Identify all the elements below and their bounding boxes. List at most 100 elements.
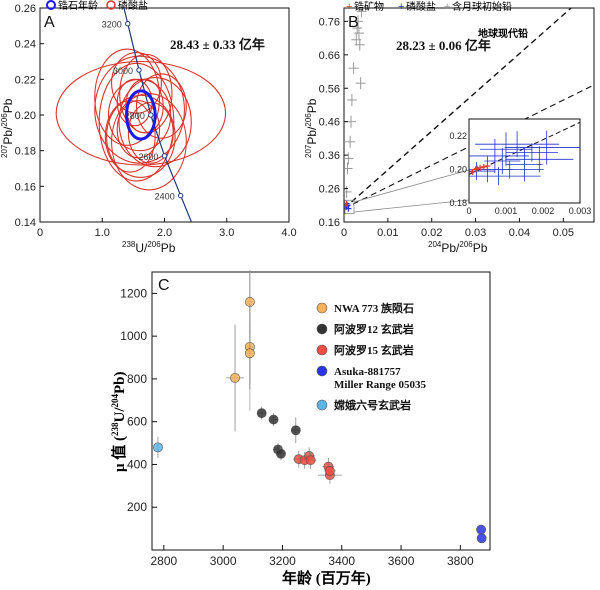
phosphate-ellipse-15 <box>111 52 162 114</box>
inset-x-tick-label-3: 0.003 <box>569 206 592 216</box>
legend-phosphate-label: 磷酸盐 <box>118 0 148 12</box>
concordia-age-label-2: 2800 <box>125 111 145 121</box>
c-x-tick-label-3: 3400 <box>328 554 355 568</box>
panel-a-age-annotation: 28.43 ± 0.33 亿年 <box>170 37 265 52</box>
b-x-tick-label-2: 0.02 <box>421 227 442 239</box>
c-x-tick-label-1: 3000 <box>210 554 237 568</box>
inset-y-tick-label-1: 0.20 <box>449 164 467 174</box>
panel-b-x-axis-title: 204Pb/206Pb <box>428 240 488 255</box>
a-y-tick-label-4: 0.22 <box>15 74 36 86</box>
phosphate-ellipse-3 <box>106 94 176 178</box>
panel-b-age-annotation: 28.23 ± 0.06 亿年 <box>396 38 491 53</box>
c-s1-point-4 <box>290 425 301 436</box>
inset-x-tick-label-0: 0 <box>466 206 471 216</box>
c-legend-label-0: NWA 773 族陨石 <box>334 301 414 315</box>
zoom-region-box <box>344 199 355 215</box>
c-s0-point-3 <box>244 348 255 359</box>
inset-y-tick-label-0: 0.18 <box>449 198 467 208</box>
panel-a-ellipse-layer: 3200 3000 2800 2600 2400 <box>55 8 227 222</box>
panel-b-y-axis-title: 207Pb/206Pb <box>304 98 319 158</box>
modern-lead-label: 地球现代铅 <box>478 27 528 40</box>
isochron-line <box>344 8 573 210</box>
panel-c-letter: C <box>158 277 170 294</box>
c-legend-label-1: 阿波罗12 玄武岩 <box>334 322 414 336</box>
panel-b-data-layer <box>344 0 594 215</box>
b-y-tick-label-3: 0.46 <box>319 117 340 129</box>
zoom-connector-bottom <box>353 199 470 213</box>
panel-c-frame <box>151 271 491 551</box>
phosphate-ellipse-6 <box>94 48 161 146</box>
c-legend-label-3-1: Miller Range 05035 <box>334 379 427 391</box>
concordia-age-marker-2 <box>148 112 154 118</box>
panel-a-frame <box>39 7 290 223</box>
isochron-line-lower <box>344 84 594 210</box>
a-y-tick-label-6: 0.26 <box>15 3 36 15</box>
panel-b-letter: B <box>348 14 359 31</box>
c-y-tick-label-3: 800 <box>127 372 147 386</box>
concordia-age-marker-1 <box>136 67 142 73</box>
a-y-tick-label-5: 0.24 <box>15 39 36 51</box>
b-y-tick-label-5: 0.66 <box>319 50 340 62</box>
panel-a: 3200 3000 2800 2600 2400 0 1.0 2.0 3.0 4.0 0.14 0.… <box>0 0 297 255</box>
a-x-tick-label-1: 1.0 <box>95 227 110 239</box>
inset-y-tick-label-2: 0.22 <box>449 131 467 141</box>
inset-x-tick-label-2: 0.002 <box>532 206 555 216</box>
panel-a-y-axis-title: 207Pb/206Pb <box>0 98 15 158</box>
b-x-tick-label-5: 0.05 <box>553 227 574 239</box>
c-x-tick-label-5: 3800 <box>447 554 474 568</box>
zircon-age-ellipse <box>125 89 157 141</box>
b-y-tick-label-2: 0.36 <box>319 150 340 162</box>
panel-c-y-axis-title: μ 值 (238U/204Pb) <box>110 371 128 472</box>
c-s2-point-3 <box>305 455 316 466</box>
c-legend-marker-0 <box>316 302 328 314</box>
zoom-connector-top <box>353 169 470 203</box>
panel-b-ticks: 0 0.01 0.02 0.03 0.04 0.05 0.16 0.26 0.36 0.46 0.5… <box>319 16 574 239</box>
panel-c-x-axis-title: 年龄 (百万年) <box>282 569 371 587</box>
panel-c-data-layer <box>153 269 487 544</box>
panel-a-x-axis-title: 238U/206Pb <box>122 240 176 255</box>
a-y-tick-label-1: 0.16 <box>15 181 36 193</box>
modern-lead-point <box>575 0 583 5</box>
b-x-tick-label-3: 0.03 <box>465 227 486 239</box>
phosphate-ellipse-10 <box>125 78 164 134</box>
b-y-tick-label-0: 0.16 <box>319 217 340 229</box>
phosphate-ellipse-8 <box>107 78 172 152</box>
a-y-tick-label-0: 0.14 <box>15 217 36 229</box>
concordia-age-label-4: 2400 <box>155 192 175 202</box>
phosphate-ellipse-5 <box>118 77 192 168</box>
c-y-tick-label-4: 1000 <box>120 329 147 343</box>
c-x-tick-label-2: 3200 <box>269 554 296 568</box>
c-x-tick-label-4: 3600 <box>388 554 415 568</box>
b-y-tick-label-6: 0.76 <box>319 16 340 28</box>
legend-zircon-label: 锆石年龄 <box>58 0 98 12</box>
legend-zircon-marker <box>46 0 56 10</box>
c-legend-label-3-0: Asuka-881757 <box>334 366 401 378</box>
concordia-age-marker-0 <box>125 20 131 27</box>
legend-initial-lead-label: 含月球初始铅 <box>452 0 512 13</box>
c-s3-point-0 <box>476 524 487 535</box>
c-legend-marker-4 <box>316 399 328 411</box>
a-x-tick-label-0: 0 <box>37 227 43 239</box>
concordia-age-label-1: 3000 <box>113 66 133 76</box>
c-y-tick-label-5: 1200 <box>120 286 147 300</box>
b-x-tick-label-0: 0 <box>341 227 347 239</box>
a-x-tick-label-4: 4.0 <box>281 227 296 239</box>
c-y-tick-label-2: 600 <box>127 415 147 429</box>
a-y-tick-label-3: 0.20 <box>15 110 36 122</box>
c-x-tick-label-0: 2800 <box>151 554 178 568</box>
c-y-tick-label-1: 400 <box>127 457 147 471</box>
panel-b: 0 0.01 0.02 0.03 0.04 0.05 0.16 0.26 0.36 0.46 0.5… <box>304 0 595 255</box>
b-x-tick-label-4: 0.04 <box>509 227 530 239</box>
a-x-tick-label-3: 3.0 <box>219 227 234 239</box>
c-legend-marker-3 <box>316 365 328 377</box>
concordia-age-label-3: 2600 <box>139 152 159 162</box>
concordia-age-marker-4 <box>177 192 184 199</box>
c-legend-marker-2 <box>316 344 328 356</box>
legend-phosphate-b-marker: + <box>398 1 404 13</box>
legend-zircon-mineral-marker: + <box>346 1 352 13</box>
c-y-tick-label-0: 200 <box>127 500 147 514</box>
panel-a-letter: A <box>44 14 55 31</box>
legend-zircon-mineral-label: 锆矿物 <box>354 0 384 13</box>
